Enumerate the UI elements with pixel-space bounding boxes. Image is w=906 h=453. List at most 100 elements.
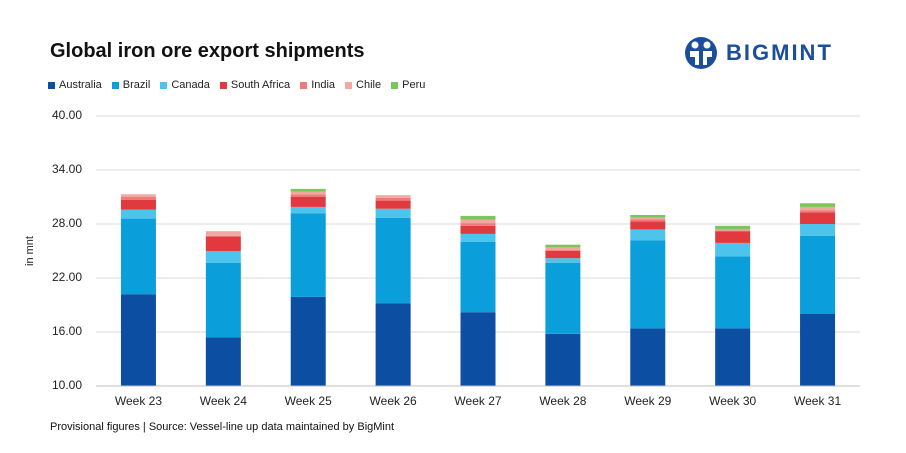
bar-segment — [630, 215, 666, 218]
bar-segment — [460, 242, 496, 313]
x-tick-label: Week 23 — [115, 394, 162, 408]
y-tick-label: 22.00 — [52, 270, 82, 284]
bar-segment — [800, 235, 836, 314]
bar-segment — [460, 219, 496, 224]
bar-segment — [290, 213, 326, 297]
bar-segment — [120, 294, 156, 386]
bar-segment — [545, 247, 581, 251]
bar-segment — [120, 194, 156, 197]
bar-segment — [715, 242, 751, 257]
legend-item: Chile — [345, 79, 381, 91]
legend-label: Chile — [356, 79, 382, 91]
bar-segment — [460, 312, 496, 386]
x-tick-label: Week 26 — [370, 394, 417, 408]
y-axis-label: in mnt — [24, 236, 36, 266]
legend: Australia Brazil Canada South Africa India Ch… — [48, 79, 425, 91]
bar-segment — [205, 231, 241, 236]
x-tick-label: Week 24 — [200, 394, 247, 408]
bar-segment — [545, 244, 581, 248]
legend-label: India — [311, 79, 336, 91]
legend-swatch — [160, 81, 168, 89]
x-tick-label: Week 27 — [454, 394, 501, 408]
legend-item: Brazil — [111, 79, 151, 91]
legend-swatch — [111, 81, 119, 89]
y-tick-label: 10.00 — [52, 378, 82, 392]
legend-swatch — [300, 81, 308, 89]
bar-segment — [630, 219, 666, 222]
bar-segment — [205, 235, 241, 237]
legend-item: Peru — [391, 79, 425, 91]
legend-swatch — [391, 81, 399, 89]
bar-segment — [715, 229, 751, 231]
bar-segment — [715, 225, 751, 230]
bar-segment — [375, 195, 411, 198]
bar-segment — [120, 218, 156, 295]
bar-segment — [460, 215, 496, 220]
logo: BIGMINT — [684, 36, 833, 70]
legend-item: South Africa — [219, 79, 291, 91]
x-tick-label: Week 25 — [285, 394, 332, 408]
bar-segment — [460, 225, 496, 234]
y-tick-label: 16.00 — [52, 324, 82, 338]
legend-label: Peru — [402, 79, 426, 91]
bar-segment — [290, 197, 326, 207]
bar-segment — [205, 251, 241, 263]
legend-swatch — [48, 81, 55, 89]
bar-segment — [120, 209, 156, 219]
logo-icon — [685, 37, 717, 69]
bar-segment — [205, 236, 241, 251]
source-note: Provisional figures | Source: Vessel-lin… — [50, 421, 395, 433]
legend-item: Canada — [160, 79, 210, 91]
bar-segment — [375, 217, 411, 304]
bar-segment — [630, 240, 666, 329]
bar-segment — [120, 197, 156, 200]
bar-segment — [800, 203, 836, 207]
legend-item: Australia — [48, 79, 102, 91]
legend-swatch — [219, 81, 227, 89]
bar-segment — [630, 229, 666, 241]
legend-label: Brazil — [122, 79, 151, 91]
bar-segment — [205, 262, 241, 338]
bar-segment — [460, 223, 496, 226]
bar-segment — [375, 303, 411, 386]
bar-segment — [375, 208, 411, 218]
legend-label: Australia — [59, 79, 102, 91]
x-tick-label: Week 30 — [709, 394, 756, 408]
bar-segment — [545, 262, 581, 334]
bar-segment — [375, 197, 411, 201]
bar-segment — [715, 230, 751, 232]
bar-segment — [545, 258, 581, 263]
bar-segment — [630, 217, 666, 220]
bar-segment — [630, 328, 666, 386]
x-tick-label: Week 31 — [794, 394, 841, 408]
bar-segment — [800, 224, 836, 236]
bar-segment — [290, 194, 326, 197]
logo-text: BIGMINT — [726, 40, 833, 65]
chart-title: Global iron ore export shipments — [50, 40, 365, 62]
legend-label: South Africa — [230, 79, 291, 91]
bar-segment — [800, 206, 836, 211]
y-tick-label: 28.00 — [52, 216, 82, 230]
bar-segment — [290, 206, 326, 214]
legend-item: India — [300, 79, 335, 91]
y-tick-label: 34.00 — [52, 162, 82, 176]
y-tick-label: 40.00 — [52, 108, 82, 122]
bar-segment — [460, 233, 496, 242]
bar-segment — [800, 314, 836, 386]
bar-segment — [545, 251, 581, 259]
bar-segment — [800, 212, 836, 224]
bar-segment — [800, 210, 836, 213]
bar-segment — [290, 191, 326, 195]
x-tick-label: Week 28 — [539, 394, 586, 408]
bar-segment — [545, 333, 581, 386]
bar-segment — [375, 200, 411, 209]
bar-segment — [290, 188, 326, 192]
bar-segment — [715, 256, 751, 329]
bar-segment — [715, 231, 751, 243]
bar-segment — [120, 199, 156, 210]
legend-swatch — [345, 81, 353, 89]
bar-segment — [545, 250, 581, 251]
bar-segment — [630, 221, 666, 230]
